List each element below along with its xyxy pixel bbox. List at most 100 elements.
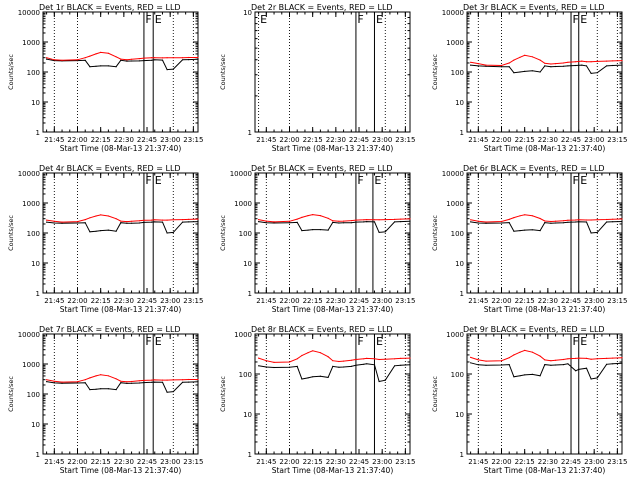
data-point	[312, 229, 314, 231]
y-tick-label: 100	[27, 391, 40, 399]
data-point	[500, 360, 503, 362]
data-point	[366, 221, 368, 223]
panel-title: Det 1r BLACK = Events, RED = LLD	[39, 3, 181, 12]
data-point	[288, 361, 291, 363]
x-tick-label: 23:15	[183, 297, 203, 305]
x-tick-label: 23:15	[395, 297, 415, 305]
data-point	[585, 367, 588, 369]
data-point	[596, 72, 598, 74]
data-point	[76, 222, 79, 224]
y-tick-label: 1	[36, 451, 40, 459]
x-tick-label: 23:00	[584, 458, 604, 466]
data-point	[115, 56, 117, 58]
data-point	[126, 381, 128, 383]
data-point	[100, 230, 102, 232]
data-point	[544, 62, 546, 64]
plot-frame	[254, 333, 411, 455]
series-line-events	[258, 363, 411, 383]
data-point	[288, 366, 291, 368]
data-point	[606, 218, 608, 221]
panel-3: Det 3r BLACK = Events, RED = LLD 1 10 100 10…	[431, 3, 627, 153]
data-point	[131, 222, 133, 224]
data-point	[166, 379, 168, 381]
data-point	[100, 51, 102, 54]
data-point	[531, 229, 534, 231]
data-point	[544, 220, 546, 222]
x-tick-label: 22:45	[137, 458, 157, 466]
data-point	[539, 375, 541, 377]
x-tick-label: 23:00	[372, 297, 392, 305]
data-point	[513, 354, 515, 356]
x-tick-label: 22:30	[114, 136, 134, 144]
data-point	[508, 357, 510, 359]
data-point	[182, 59, 184, 61]
x-tick-label: 22:30	[326, 458, 346, 466]
x-axis-label: Start Time (08-Mar-13 21:37:40)	[272, 305, 394, 314]
data-point	[115, 389, 117, 391]
data-point	[477, 220, 479, 222]
vline-label: F	[145, 174, 151, 187]
x-axis-label: Start Time (08-Mar-13 21:37:40)	[484, 144, 606, 153]
data-point	[575, 370, 577, 372]
data-point	[100, 214, 102, 216]
data-point	[555, 364, 557, 366]
data-point	[585, 61, 588, 63]
data-point	[166, 219, 168, 221]
data-point	[384, 379, 386, 381]
x-tick-label: 22:30	[326, 136, 346, 144]
data-point	[343, 220, 345, 222]
data-point	[590, 219, 592, 221]
data-point	[409, 364, 411, 366]
x-tick-label: 22:00	[491, 458, 511, 466]
series-line-events	[258, 220, 411, 233]
data-point	[273, 361, 275, 363]
panel-8: Det 8r BLACK = Events, RED = LLD 1 10 100 10…	[219, 325, 415, 475]
data-point	[296, 365, 298, 367]
data-point	[343, 222, 345, 224]
data-point	[154, 379, 156, 381]
data-point	[485, 221, 487, 223]
vline-label: E	[374, 174, 381, 187]
data-point	[350, 220, 352, 222]
data-point	[197, 56, 199, 59]
vline-label: E	[376, 13, 383, 26]
x-tick-label: 22:45	[349, 458, 369, 466]
data-point	[312, 376, 314, 378]
data-point	[590, 358, 592, 360]
plot-frame	[42, 333, 199, 455]
data-point	[585, 65, 588, 67]
x-tick-label: 23:15	[607, 136, 627, 144]
panel-5: Det 5r BLACK = Events, RED = LLD 1 10 100 10…	[219, 164, 415, 314]
data-point	[539, 71, 541, 73]
data-point	[519, 351, 521, 353]
vline-label: E	[580, 13, 587, 26]
data-point	[95, 215, 97, 217]
x-tick-label: 22:15	[91, 136, 111, 144]
data-point	[508, 222, 510, 224]
x-tick-label: 22:45	[561, 458, 581, 466]
data-point	[89, 377, 91, 379]
plot-frame	[254, 11, 411, 133]
data-point	[166, 69, 168, 71]
data-point	[126, 221, 128, 223]
data-point	[470, 356, 472, 358]
data-point	[327, 376, 329, 378]
y-tick-label: 1000	[446, 200, 464, 208]
data-point	[188, 218, 190, 220]
data-point	[100, 374, 102, 376]
data-point	[161, 59, 164, 61]
y-axis-label: Counts/sec	[7, 215, 15, 251]
data-point	[531, 351, 534, 353]
data-point	[95, 53, 97, 55]
x-tick-label: 23:15	[607, 297, 627, 305]
data-point	[89, 55, 91, 57]
data-point	[477, 359, 479, 361]
data-point	[138, 58, 140, 60]
data-point	[288, 220, 291, 222]
data-point	[394, 358, 396, 360]
data-point	[154, 381, 156, 383]
y-axis-label: Counts/sec	[219, 376, 227, 412]
data-point	[384, 219, 386, 221]
data-point	[578, 219, 580, 221]
